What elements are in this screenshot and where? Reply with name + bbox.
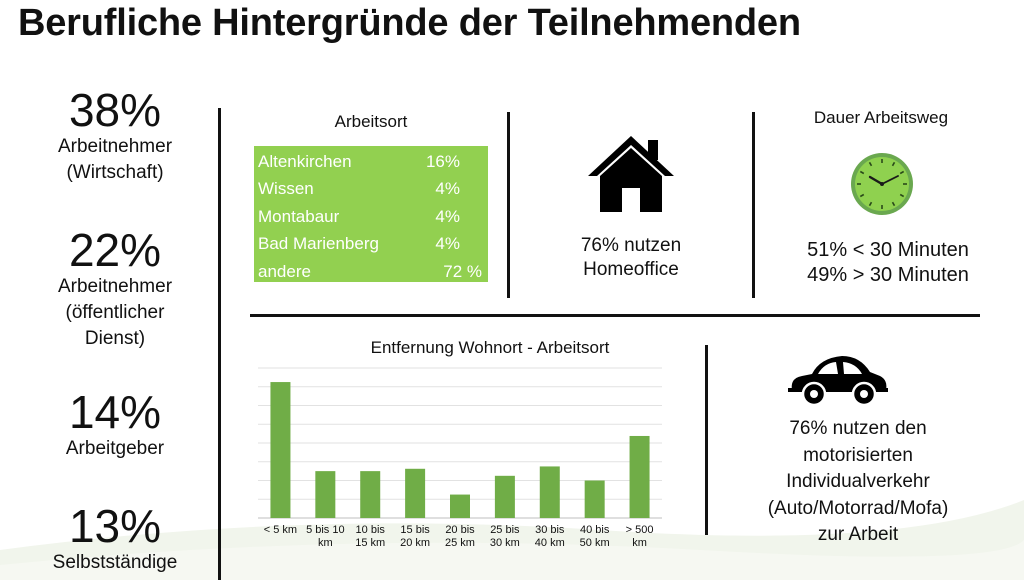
stat-percent: 14% (68, 386, 162, 438)
page-title: Berufliche Hintergründe der Teilnehmende… (18, 2, 801, 44)
chart-x-tick-line: 30 bis (535, 524, 565, 536)
arbeitsort-value: 4% (435, 206, 460, 226)
auto-text: 76% nutzen den motorisierten Individualv… (730, 416, 986, 549)
chart-bar (629, 435, 650, 518)
chart-x-tick-label: < 5 km (255, 524, 305, 537)
divider-left (218, 108, 221, 580)
chart-x-tick-label: 15 bis 20 km (390, 524, 440, 550)
chart-x-tick-line: km (632, 537, 647, 549)
arbeitsort-value: 4% (435, 179, 460, 199)
stat-percent: 13% (68, 500, 162, 552)
arbeitsort-row: Wissen 4% (258, 176, 482, 204)
arbeitsort-row: Montabaur 4% (258, 203, 482, 231)
arbeitsort-row: andere 72 % (258, 258, 482, 286)
stat-label-line: Arbeitgeber (65, 438, 165, 459)
stat-percent: 38% (68, 84, 162, 136)
arbeitsort-place: andere (258, 261, 311, 281)
arbeitsort-value: 72 % (443, 261, 482, 281)
stat-label-line: Dienst) (84, 328, 146, 349)
chart-x-tick-line: 20 km (400, 537, 431, 549)
arbeitsort-heading: Arbeitsort (334, 112, 408, 131)
chart-x-tick-line: km (317, 537, 333, 549)
distance-chart: < 5 km 5 bis 10 km 10 bis 15 km 15 bis 20 km 20… (254, 360, 664, 560)
stat-arbeitgeber: 14% Arbeitgeber (20, 388, 210, 462)
arbeitsweg-line: 49% > 30 Minuten (807, 264, 969, 286)
chart-bar (450, 494, 470, 518)
chart-x-tick-label: 5 bis 10 km (300, 524, 350, 550)
chart-x-tick-line: 15 bis (400, 524, 430, 536)
auto-line: zur Arbeit (817, 524, 899, 545)
stat-label-line: Arbeitnehmer (57, 136, 173, 157)
arbeitsort-place: Bad Marienberg (258, 234, 379, 254)
arbeitsort-row: Altenkirchen 16% (258, 148, 482, 176)
chart-x-tick-label: 10 bis 15 km (345, 524, 395, 550)
arbeitsort-value: 4% (435, 234, 460, 254)
auto-line: (Auto/Motorrad/Mofa) (767, 497, 949, 519)
divider-top-right (752, 112, 755, 298)
auto-line: Individualverkehr (786, 471, 930, 492)
car-icon (788, 356, 888, 407)
arbeitsort-place: Wissen (258, 179, 314, 199)
stat-arbeitnehmer-oeffentlich: 22% Arbeitnehmer (öffentlicher Dienst) (20, 226, 210, 352)
stat-selbststaendige: 13% Selbstständige (20, 502, 210, 576)
arbeitsort-place: Altenkirchen (258, 151, 352, 171)
chart-x-tick-label: 25 bis 30 km (480, 524, 530, 550)
chart-x-tick-line: 50 km (579, 537, 610, 549)
chart-x-tick-line: 25 km (445, 537, 475, 549)
chart-x-tick-line: 40 km (534, 537, 565, 549)
chart-title: Entfernung Wohnort - Arbeitsort (370, 338, 610, 357)
chart-x-tick-line: 5 bis 10 (306, 524, 345, 536)
chart-x-tick-label: 40 bis 50 km (570, 524, 620, 550)
chart-x-tick-line: > 500 (625, 524, 654, 536)
arbeitsweg-text: 51% < 30 Minuten 49% > 30 Minuten (770, 238, 1006, 288)
arbeitsweg-heading: Dauer Arbeitsweg (813, 108, 949, 127)
chart-x-tick-line: 15 km (355, 537, 386, 549)
stat-percent: 22% (68, 224, 162, 276)
chart-x-tick-label: > 500 km (615, 524, 665, 550)
arbeitsweg-line: 51% < 30 Minuten (807, 239, 969, 261)
chart-bar (405, 468, 426, 518)
stat-label-line: (öffentlicher (65, 302, 165, 323)
divider-top-middle (507, 112, 510, 298)
chart-x-tick-line: 20 bis (445, 524, 475, 536)
chart-x-tick-line: 30 km (489, 537, 520, 549)
chart-bar (494, 475, 515, 518)
arbeitsort-value: 16% (425, 151, 460, 171)
chart-bar (315, 471, 336, 518)
chart-bar (270, 382, 291, 518)
homeoffice-text: 76% nutzen Homeoffice (528, 234, 734, 282)
arbeitsort-place: Montabaur (258, 206, 340, 226)
chart-x-tick-label: 20 bis 25 km (435, 524, 485, 550)
chart-bar (360, 471, 381, 518)
chart-bar (539, 466, 560, 518)
chart-x-tick-line: 25 bis (490, 524, 520, 536)
auto-line: 76% nutzen den (789, 418, 927, 439)
arbeitsort-table: Altenkirchen 16% Wissen 4% Montabaur 4% Bad… (254, 146, 488, 282)
stat-label-line: Arbeitnehmer (57, 276, 173, 297)
chart-x-tick-line: 10 bis (355, 524, 385, 536)
divider-horizontal (250, 314, 980, 317)
chart-bar (584, 480, 605, 518)
chart-x-tick-label: 30 bis 40 km (525, 524, 575, 550)
chart-x-tick-line: 40 bis (579, 524, 610, 536)
homeoffice-line: Homeoffice (583, 259, 679, 280)
stat-arbeitnehmer-wirtschaft: 38% Arbeitnehmer (Wirtschaft) (20, 86, 210, 186)
chart-x-tick-line: < 5 km (263, 524, 298, 536)
clock-icon (851, 153, 913, 215)
arbeitsort-row: Bad Marienberg 4% (258, 231, 482, 259)
house-icon (588, 136, 674, 212)
homeoffice-line: 76% nutzen (580, 235, 682, 256)
stat-label-line: (Wirtschaft) (66, 162, 164, 183)
auto-line: motorisierten (803, 444, 913, 466)
stat-label-line: Selbstständige (52, 552, 178, 573)
chart-plot (258, 367, 662, 519)
divider-bottom (705, 345, 708, 535)
